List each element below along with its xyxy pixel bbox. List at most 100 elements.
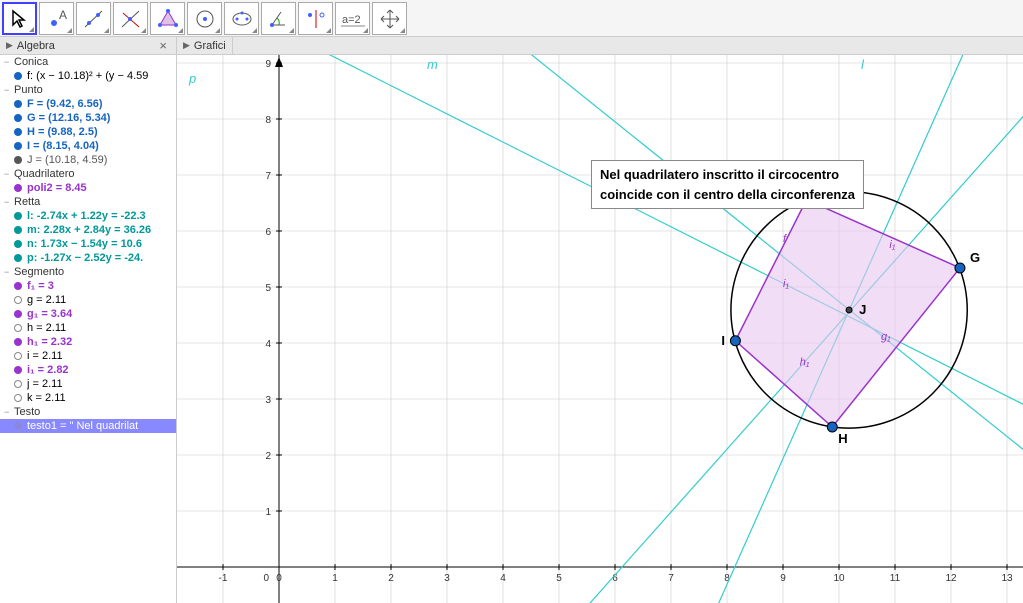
- svg-text:0: 0: [276, 573, 282, 584]
- algebra-item[interactable]: f: (x − 10.18)² + (y − 4.59: [0, 69, 176, 83]
- svg-text:p: p: [188, 71, 196, 86]
- line-tool[interactable]: [76, 2, 111, 35]
- algebra-item[interactable]: poli2 = 8.45: [0, 181, 176, 195]
- algebra-item[interactable]: i₁ = 2.82: [0, 363, 176, 377]
- svg-text:5: 5: [556, 573, 562, 584]
- algebra-item[interactable]: H = (9.88, 2.5): [0, 125, 176, 139]
- algebra-item[interactable]: F = (9.42, 6.56): [0, 97, 176, 111]
- algebra-item[interactable]: f₁ = 3: [0, 279, 176, 293]
- svg-text:1: 1: [332, 573, 338, 584]
- graph-canvas[interactable]: -10123456789101112131415123456789100mlpf…: [177, 55, 1023, 603]
- triangle-icon: ▶: [6, 40, 13, 51]
- svg-text:2: 2: [265, 451, 271, 462]
- svg-text:7: 7: [668, 573, 674, 584]
- perpendicular-tool[interactable]: [113, 2, 148, 35]
- svg-text:0: 0: [263, 573, 269, 584]
- algebra-group[interactable]: −Testo: [0, 405, 176, 419]
- svg-text:1: 1: [265, 507, 271, 518]
- svg-text:i₁: i₁: [783, 278, 789, 290]
- svg-text:G: G: [970, 250, 980, 265]
- algebra-item[interactable]: p: -1.27x − 2.52y = -24.: [0, 251, 176, 265]
- svg-text:g₁: g₁: [881, 331, 891, 343]
- perp-icon: [119, 7, 143, 31]
- algebra-group[interactable]: −Segmento: [0, 265, 176, 279]
- algebra-item[interactable]: g₁ = 3.64: [0, 307, 176, 321]
- reflect-tool[interactable]: [298, 2, 333, 35]
- algebra-item[interactable]: g = 2.11: [0, 293, 176, 307]
- algebra-group[interactable]: −Punto: [0, 83, 176, 97]
- caption-line1: Nel quadrilatero inscritto il circocentr…: [600, 165, 855, 185]
- svg-text:J: J: [859, 302, 866, 317]
- graphics-title-text: Grafici: [194, 40, 226, 52]
- algebra-item[interactable]: l: -2.74x + 1.22y = -22.3: [0, 209, 176, 223]
- algebra-item[interactable]: h₁ = 2.32: [0, 335, 176, 349]
- algebra-group[interactable]: −Conica: [0, 55, 176, 69]
- reflect-icon: [304, 7, 328, 31]
- ellipse-tool[interactable]: [224, 2, 259, 35]
- svg-text:6: 6: [265, 227, 271, 238]
- text-icon: a=2: [340, 9, 366, 29]
- point-tool[interactable]: A: [39, 2, 74, 35]
- algebra-item[interactable]: h = 2.11: [0, 321, 176, 335]
- algebra-panel[interactable]: −Conicaf: (x − 10.18)² + (y − 4.59−Punto…: [0, 55, 177, 603]
- svg-text:11: 11: [890, 573, 901, 584]
- svg-text:12: 12: [945, 573, 957, 584]
- svg-text:h₁: h₁: [800, 356, 810, 368]
- circle-icon: [193, 7, 217, 31]
- algebra-item[interactable]: n: 1.73x − 1.54y = 10.6: [0, 237, 176, 251]
- algebra-item[interactable]: k = 2.11: [0, 391, 176, 405]
- svg-text:A: A: [59, 9, 67, 22]
- move-tool[interactable]: [2, 2, 37, 35]
- triangle-icon: ▶: [183, 40, 190, 51]
- algebra-item[interactable]: J = (10.18, 4.59): [0, 153, 176, 167]
- svg-text:4: 4: [265, 339, 271, 350]
- panels-header: ▶ Algebra × ▶ Grafici: [0, 37, 1023, 55]
- svg-text:3: 3: [444, 573, 450, 584]
- text-tool[interactable]: a=2: [335, 2, 370, 35]
- svg-text:a=2: a=2: [342, 14, 361, 26]
- caption-line2: coincide con il centro della circonferen…: [600, 185, 855, 205]
- algebra-item[interactable]: testo1 = " Nel quadrilat: [0, 419, 176, 433]
- algebra-title-text: Algebra: [17, 40, 55, 52]
- algebra-group[interactable]: −Retta: [0, 195, 176, 209]
- angle-icon: [267, 7, 291, 31]
- svg-text:8: 8: [265, 115, 271, 126]
- algebra-item[interactable]: I = (8.15, 4.04): [0, 139, 176, 153]
- svg-text:m: m: [427, 57, 438, 72]
- svg-text:H: H: [838, 431, 847, 446]
- angle-tool[interactable]: [261, 2, 296, 35]
- svg-text:9: 9: [265, 59, 271, 70]
- cursor-icon: [10, 9, 30, 29]
- svg-text:4: 4: [500, 573, 506, 584]
- svg-text:i₁: i₁: [889, 239, 895, 251]
- algebra-item[interactable]: G = (12.16, 5.34): [0, 111, 176, 125]
- move-icon: [378, 7, 402, 31]
- polygon-icon: [156, 7, 180, 31]
- svg-text:3: 3: [265, 395, 271, 406]
- svg-text:l: l: [861, 57, 865, 72]
- svg-text:I: I: [721, 333, 725, 348]
- algebra-item[interactable]: m: 2.28x + 2.84y = 36.26: [0, 223, 176, 237]
- toolbar: A a=2: [0, 0, 1023, 37]
- ellipse-icon: [230, 7, 254, 31]
- caption-textbox[interactable]: Nel quadrilatero inscritto il circocentr…: [591, 160, 864, 209]
- svg-text:10: 10: [833, 573, 845, 584]
- algebra-group[interactable]: −Quadrilatero: [0, 167, 176, 181]
- algebra-item[interactable]: i = 2.11: [0, 349, 176, 363]
- svg-text:9: 9: [780, 573, 786, 584]
- svg-text:7: 7: [265, 171, 271, 182]
- polygon-tool[interactable]: [150, 2, 185, 35]
- circle-tool[interactable]: [187, 2, 222, 35]
- graphics-panel-title[interactable]: ▶ Grafici: [177, 37, 233, 54]
- svg-text:13: 13: [1001, 573, 1013, 584]
- svg-text:5: 5: [265, 283, 271, 294]
- svg-text:-1: -1: [219, 573, 228, 584]
- point-icon: A: [47, 9, 67, 29]
- graphics-panel[interactable]: -10123456789101112131415123456789100mlpf…: [177, 55, 1023, 603]
- algebra-item[interactable]: j = 2.11: [0, 377, 176, 391]
- move-view-tool[interactable]: [372, 2, 407, 35]
- svg-text:2: 2: [388, 573, 394, 584]
- line-icon: [82, 7, 106, 31]
- close-icon[interactable]: ×: [156, 38, 170, 53]
- algebra-panel-title[interactable]: ▶ Algebra ×: [0, 37, 177, 54]
